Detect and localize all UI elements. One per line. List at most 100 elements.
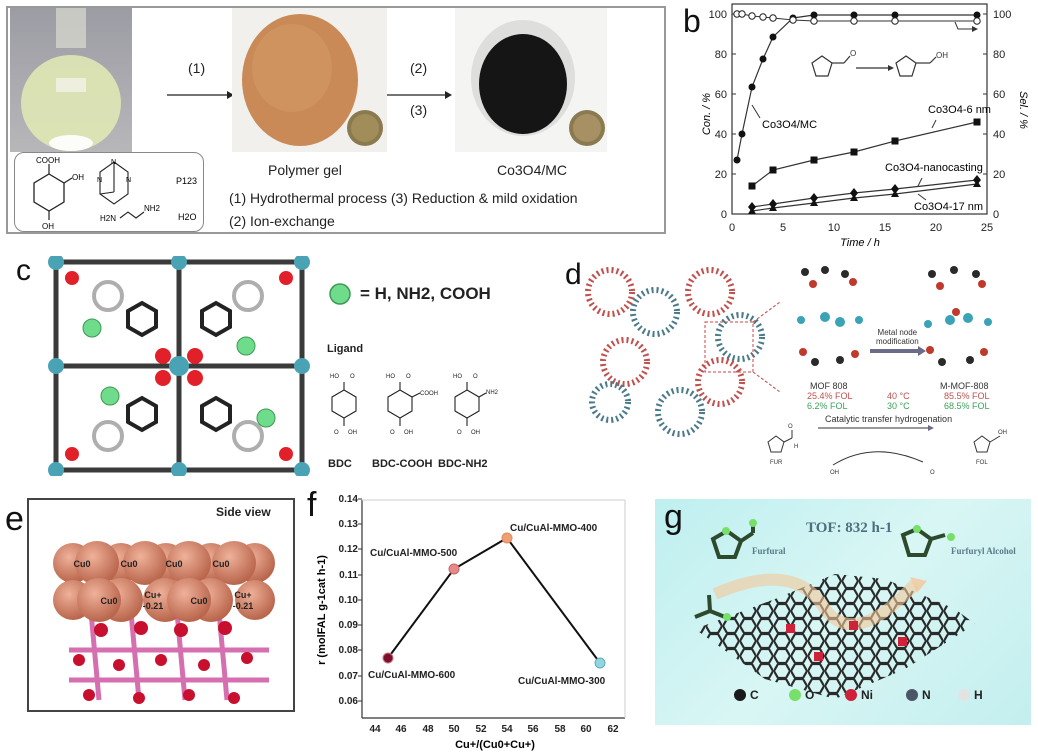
temp-30: 30 °C: [887, 401, 910, 411]
flask-photo: [10, 8, 132, 152]
svg-text:40: 40: [715, 129, 727, 141]
metal-node-modification-label: Metal node modification: [876, 328, 919, 346]
svg-text:80: 80: [993, 49, 1005, 61]
svg-text:HO: HO: [386, 374, 395, 380]
svg-text:0.13: 0.13: [339, 519, 359, 530]
m-mof-808-label: M-MOF-808: [940, 381, 989, 391]
svg-text:Cu0: Cu0: [165, 559, 182, 569]
svg-text:O: O: [390, 430, 395, 436]
mof-808-yield-40: 25.4% FOL: [807, 391, 853, 401]
ni-graphene-catalyst-image: C O Ni N H: [694, 519, 983, 702]
svg-text:Con. / %: Con. / %: [701, 93, 713, 135]
svg-text:0.09: 0.09: [339, 620, 359, 631]
svg-text:O: O: [473, 374, 478, 380]
svg-text:Cu/CuAl-MMO-500: Cu/CuAl-MMO-500: [370, 548, 458, 559]
svg-text:58: 58: [554, 724, 566, 735]
svg-text:O: O: [406, 374, 411, 380]
m-mof-808-yield-30: 68.5% FOL: [944, 401, 990, 411]
svg-text:H2N: H2N: [100, 214, 116, 223]
svg-text:0.06: 0.06: [339, 696, 359, 707]
svg-text:54: 54: [501, 724, 513, 735]
svg-text:0.11: 0.11: [339, 570, 358, 581]
svg-text:15: 15: [879, 222, 891, 234]
catalytic-transfer-label: Catalytic transfer hydrogenation: [825, 414, 953, 424]
modification-arrow-icon: [870, 346, 926, 356]
svg-text:0.08: 0.08: [339, 645, 359, 656]
cu-slab-structure-image: Cu0 Cu0 Cu0 Cu0 Cu0 Cu+ -0.21 Cu0 Cu+ -0…: [53, 541, 275, 704]
svg-text:Cu/CuAl-MMO-600: Cu/CuAl-MMO-600: [368, 670, 456, 681]
svg-text:Co3O4-nanocasting: Co3O4-nanocasting: [885, 162, 983, 174]
svg-text:O: O: [457, 430, 462, 436]
svg-text:C: C: [750, 688, 759, 702]
svg-text:Co3O4-6 nm: Co3O4-6 nm: [928, 104, 991, 116]
svg-text:Co3O4-17 nm: Co3O4-17 nm: [914, 201, 983, 213]
svg-text:Cu/CuAl-MMO-300: Cu/CuAl-MMO-300: [518, 676, 606, 687]
step3-label: (3): [410, 102, 428, 118]
svg-text:COOH: COOH: [420, 391, 438, 397]
svg-text:O: O: [350, 374, 355, 380]
tof-label: TOF: 832 h-1: [806, 520, 893, 536]
svg-text:O: O: [930, 470, 935, 476]
svg-text:O: O: [850, 49, 856, 58]
temp-40: 40 °C: [887, 391, 910, 401]
svg-text:50: 50: [448, 724, 460, 735]
svg-text:r (molFAL g-1cat h-1): r (molFAL g-1cat h-1): [316, 555, 328, 665]
svg-text:Time / h: Time / h: [840, 237, 880, 249]
svg-text:NH2: NH2: [486, 390, 499, 396]
svg-text:Cu+: Cu+: [234, 590, 251, 600]
svg-text:48: 48: [422, 724, 434, 735]
svg-text:NH2: NH2: [144, 204, 161, 213]
reagent-structures: COOH OH OH N N N H2N NH2 P123 H2O: [33, 156, 197, 231]
substituent-sphere-icon: [329, 283, 351, 305]
svg-text:HO: HO: [330, 374, 339, 380]
mof-808-label: MOF 808: [810, 381, 848, 391]
panel-e-letter: e: [5, 500, 24, 538]
svg-text:100: 100: [709, 9, 727, 21]
svg-text:52: 52: [475, 724, 487, 735]
svg-text:62: 62: [607, 724, 619, 735]
transfer-hydrogenation-scheme: OH FUR OH FOL OH O: [767, 424, 1007, 476]
svg-text:OH: OH: [830, 470, 839, 476]
furfural-label: Furfural: [752, 546, 786, 556]
element-legend: [734, 689, 970, 701]
panel-b-letter: b: [683, 3, 701, 39]
svg-text:0.12: 0.12: [339, 544, 359, 555]
ligand-title: Ligand: [327, 343, 364, 355]
panel-f-letter: f: [307, 486, 317, 524]
svg-text:0: 0: [993, 209, 999, 221]
svg-text:40: 40: [993, 129, 1005, 141]
svg-text:FOL: FOL: [976, 460, 988, 466]
ligand-bdc: BDC: [328, 458, 352, 470]
svg-text:N: N: [111, 159, 116, 166]
ligand-bdc-cooh: BDC-COOH: [372, 458, 433, 470]
svg-text:Co3O4/MC: Co3O4/MC: [762, 119, 817, 131]
svg-text:-0.21: -0.21: [143, 601, 164, 611]
svg-text:H: H: [794, 444, 798, 450]
svg-text:Cu0: Cu0: [73, 559, 90, 569]
polymer-gel-label: Polymer gel: [268, 162, 342, 178]
arrow-step1-icon: [167, 91, 234, 99]
m-mof-808-yield-40: 85.5% FOL: [944, 391, 990, 401]
svg-text:Cu0: Cu0: [190, 596, 207, 606]
svg-text:N: N: [922, 688, 931, 702]
m-mof-808-cluster-image: [924, 266, 992, 366]
mof-808-yield-30: 6.2% FOL: [807, 401, 848, 411]
svg-text:56: 56: [527, 724, 539, 735]
product-label: Co3O4/MC: [497, 162, 568, 178]
svg-text:0.10: 0.10: [339, 595, 359, 606]
svg-text:-0.21: -0.21: [233, 601, 254, 611]
mof-808-network-image: [585, 267, 780, 437]
furfuryl-alcohol-label: Furfuryl Alcohol: [951, 546, 1016, 556]
svg-text:Cu0: Cu0: [100, 596, 117, 606]
furfural-scheme-icon: [811, 55, 937, 77]
arrow-step23-icon: [387, 91, 452, 99]
svg-text:46: 46: [395, 724, 407, 735]
svg-text:O: O: [805, 688, 814, 702]
process-legend-line2: (2) Ion-exchange: [229, 213, 335, 229]
svg-text:H: H: [974, 688, 983, 702]
svg-text:80: 80: [715, 49, 727, 61]
svg-text:0.14: 0.14: [339, 494, 359, 505]
ligand-structures: HO O O OH HO O O OH COOH HO O O OH NH2: [330, 374, 499, 436]
svg-text:N: N: [126, 177, 131, 184]
svg-text:OH: OH: [72, 173, 84, 182]
